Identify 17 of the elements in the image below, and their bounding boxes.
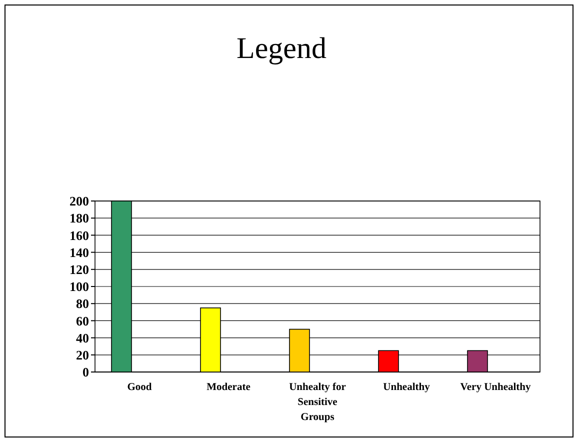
y-tick-label: 200 — [70, 194, 89, 209]
y-tick-label: 20 — [76, 347, 89, 362]
y-tick-label: 80 — [76, 296, 89, 312]
x-tick-label: Good — [127, 382, 152, 393]
y-tick-label: 100 — [70, 279, 89, 294]
x-tick-label: Unhealthy — [383, 382, 431, 393]
y-tick-label: 140 — [70, 244, 89, 260]
y-tick-label: 0 — [82, 364, 89, 380]
y-tick-label: 120 — [70, 262, 89, 277]
x-tick-label: Moderate — [206, 382, 251, 393]
y-tick-label: 60 — [76, 313, 89, 328]
y-tick-label: 160 — [70, 228, 89, 243]
y-tick-label: 40 — [76, 330, 89, 346]
chart-title: Legend — [236, 32, 326, 65]
x-tick-label: Very Unhealthy — [460, 382, 532, 393]
x-tick-label: Unhealty for Sensitive Groups — [289, 382, 346, 423]
y-tick-label: 180 — [70, 210, 89, 226]
